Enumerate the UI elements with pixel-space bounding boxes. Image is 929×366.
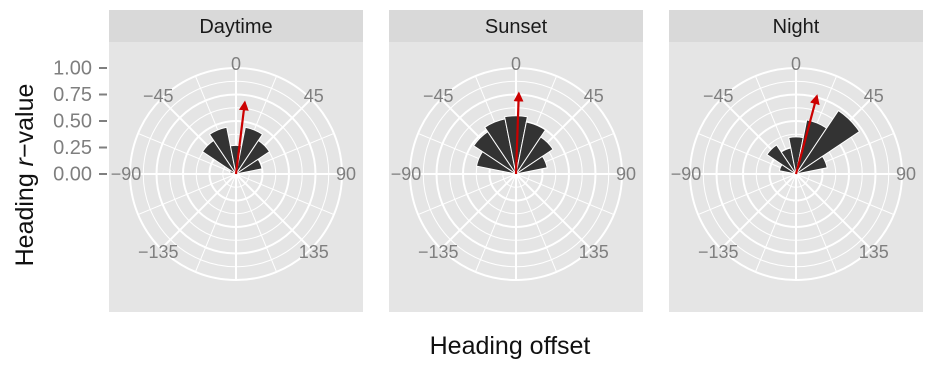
grid-spoke bbox=[440, 173, 517, 250]
mean-vector-arrow bbox=[513, 91, 524, 175]
grid-spoke bbox=[515, 173, 615, 216]
panel-plot-area: 0 45 90 135 −135 −90 −45 bbox=[111, 54, 356, 281]
angle-tick-label: −45 bbox=[703, 86, 734, 106]
angle-tick-label: 0 bbox=[791, 54, 801, 74]
panel-plot-area: 0 45 90 135 −135 −90 −45 bbox=[671, 54, 916, 281]
grid-spoke bbox=[160, 173, 237, 250]
angle-tick-label: −90 bbox=[391, 164, 422, 184]
y-axis-title-italic: r bbox=[11, 156, 39, 166]
angle-tick-label: 45 bbox=[584, 86, 604, 106]
facet-strip bbox=[389, 10, 643, 42]
angle-tick-label: 90 bbox=[336, 164, 356, 184]
histogram-bar bbox=[235, 126, 264, 175]
angle-tick-label: 45 bbox=[304, 86, 324, 106]
facet-strip-label: Daytime bbox=[199, 16, 272, 38]
histogram-bar bbox=[795, 155, 828, 175]
grid-spoke bbox=[515, 173, 592, 250]
grid-spoke bbox=[137, 173, 237, 216]
grid-spoke bbox=[417, 173, 517, 216]
angle-tick-label: 135 bbox=[299, 242, 329, 262]
angle-tick-label: 90 bbox=[616, 164, 636, 184]
facet-strip bbox=[109, 10, 363, 42]
grid-spoke bbox=[235, 173, 312, 250]
grid-spoke bbox=[795, 173, 838, 273]
angle-tick-label: −135 bbox=[418, 242, 459, 262]
y-axis: 0.00 0.25 0.50 0.75 1.00 bbox=[53, 58, 107, 186]
x-axis-title: Heading offset bbox=[430, 332, 591, 360]
facet-strip-label: Sunset bbox=[485, 16, 548, 38]
histogram-bar bbox=[515, 155, 548, 175]
grid-spoke bbox=[697, 132, 797, 175]
angle-tick-label: 135 bbox=[859, 242, 889, 262]
angle-tick-label: −90 bbox=[111, 164, 142, 184]
histogram-bar bbox=[795, 109, 861, 175]
grid-spoke bbox=[754, 173, 797, 273]
y-axis-title: Heading r−value bbox=[11, 84, 39, 267]
y-tick-label: 0.50 bbox=[53, 111, 92, 133]
angle-tick-label: −45 bbox=[423, 86, 454, 106]
angle-tick-label: −135 bbox=[138, 242, 179, 262]
facet-panel: Night 0 45 90 135 −135 −90 −45 bbox=[669, 10, 923, 312]
y-tick-label: 0.75 bbox=[53, 84, 92, 106]
panel-plot-area: 0 45 90 135 −135 −90 −45 bbox=[391, 54, 636, 281]
histogram-bar bbox=[515, 136, 554, 175]
grid-spoke bbox=[795, 173, 872, 250]
facet-panels: Daytime 0 45 90 135 −135 −90 −45 Sunset 0 45 90 135 −… bbox=[109, 10, 923, 312]
grid-spoke bbox=[515, 173, 558, 273]
grid-spoke bbox=[720, 173, 797, 250]
histogram-bar bbox=[208, 126, 237, 175]
grid-spoke bbox=[194, 173, 237, 273]
histogram-bar bbox=[766, 144, 797, 175]
y-tick-label: 0.00 bbox=[53, 164, 92, 186]
angle-tick-label: −45 bbox=[143, 86, 174, 106]
grid-spoke bbox=[474, 173, 517, 273]
mean-vector-arrow bbox=[794, 94, 820, 175]
histogram-bar bbox=[235, 139, 271, 175]
facet-strip bbox=[669, 10, 923, 42]
facet-panel: Sunset 0 45 90 135 −135 −90 −45 bbox=[389, 10, 643, 312]
y-tick-label: 1.00 bbox=[53, 58, 92, 80]
grid-spoke bbox=[137, 132, 237, 175]
grid-spoke bbox=[795, 173, 895, 216]
angle-tick-label: 0 bbox=[511, 54, 521, 74]
histogram-bar bbox=[515, 121, 547, 175]
facet-strip-label: Night bbox=[773, 16, 820, 38]
grid-spoke bbox=[235, 173, 335, 216]
angle-tick-label: −90 bbox=[671, 164, 702, 184]
histogram-bar bbox=[235, 158, 263, 175]
y-axis-title-suffix: −value bbox=[11, 84, 39, 158]
grid-spoke bbox=[235, 173, 278, 273]
grid-spoke bbox=[697, 173, 797, 216]
angle-tick-label: 0 bbox=[231, 54, 241, 74]
mean-vector-arrow bbox=[234, 100, 249, 175]
angle-tick-label: 45 bbox=[864, 86, 884, 106]
angle-tick-label: 90 bbox=[896, 164, 916, 184]
facet-panel: Daytime 0 45 90 135 −135 −90 −45 bbox=[109, 10, 363, 312]
y-tick-label: 0.25 bbox=[53, 137, 92, 159]
angle-tick-label: −135 bbox=[698, 242, 739, 262]
y-axis-title-prefix: Heading bbox=[11, 166, 39, 266]
angle-tick-label: 135 bbox=[579, 242, 609, 262]
